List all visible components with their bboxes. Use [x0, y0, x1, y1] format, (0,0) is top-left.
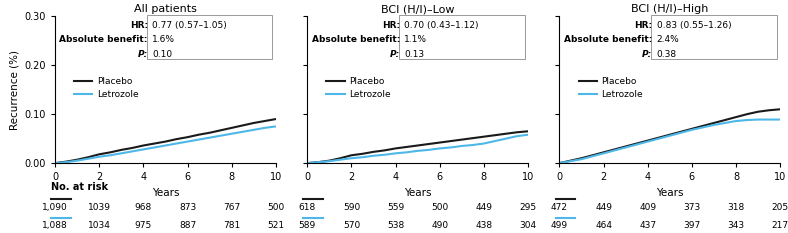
Text: 538: 538 — [387, 221, 404, 230]
Text: 0.10: 0.10 — [152, 50, 173, 59]
Text: 1.6%: 1.6% — [152, 35, 175, 45]
Text: HR:: HR: — [634, 21, 652, 30]
Text: 618: 618 — [299, 203, 316, 212]
Text: Absolute benefit:: Absolute benefit: — [311, 35, 400, 45]
Text: 0.77 (0.57–1.05): 0.77 (0.57–1.05) — [152, 21, 227, 30]
Bar — [651, 15, 777, 59]
Legend: Placebo, Letrozole: Placebo, Letrozole — [323, 73, 394, 103]
Text: 304: 304 — [519, 221, 537, 230]
Text: 343: 343 — [727, 221, 745, 230]
Text: Absolute benefit:: Absolute benefit: — [563, 35, 652, 45]
Text: 464: 464 — [595, 221, 612, 230]
Text: 2.4%: 2.4% — [656, 35, 679, 45]
Text: P:: P: — [642, 50, 652, 59]
Text: 0.13: 0.13 — [404, 50, 425, 59]
Text: 500: 500 — [267, 203, 284, 212]
Text: P:: P: — [138, 50, 148, 59]
Text: 205: 205 — [771, 203, 788, 212]
Legend: Placebo, Letrozole: Placebo, Letrozole — [575, 73, 646, 103]
Text: 295: 295 — [519, 203, 537, 212]
X-axis label: Years: Years — [656, 188, 683, 198]
Text: 499: 499 — [551, 221, 568, 230]
Text: 0.70 (0.43–1.12): 0.70 (0.43–1.12) — [404, 21, 479, 30]
Text: No. at risk: No. at risk — [51, 182, 108, 192]
Text: 373: 373 — [683, 203, 701, 212]
Text: 397: 397 — [683, 221, 701, 230]
Text: 449: 449 — [595, 203, 612, 212]
Text: 438: 438 — [475, 221, 492, 230]
Text: 437: 437 — [639, 221, 656, 230]
Text: 1.1%: 1.1% — [404, 35, 427, 45]
Text: Absolute benefit:: Absolute benefit: — [59, 35, 148, 45]
Y-axis label: Recurrence (%): Recurrence (%) — [9, 50, 19, 130]
Text: 570: 570 — [343, 221, 360, 230]
Text: 873: 873 — [179, 203, 196, 212]
X-axis label: Years: Years — [152, 188, 179, 198]
Text: 767: 767 — [223, 203, 240, 212]
Text: 1039: 1039 — [87, 203, 111, 212]
Text: 590: 590 — [343, 203, 360, 212]
Text: 500: 500 — [431, 203, 448, 212]
Text: 559: 559 — [387, 203, 404, 212]
Text: 0.83 (0.55–1.26): 0.83 (0.55–1.26) — [656, 21, 731, 30]
Text: 0.38: 0.38 — [656, 50, 677, 59]
Text: 781: 781 — [223, 221, 240, 230]
Text: 1,088: 1,088 — [43, 221, 68, 230]
Text: 589: 589 — [299, 221, 316, 230]
Text: HR:: HR: — [130, 21, 148, 30]
Text: 217: 217 — [771, 221, 788, 230]
Bar — [147, 15, 273, 59]
Text: 409: 409 — [639, 203, 656, 212]
Text: P:: P: — [390, 50, 400, 59]
Text: 887: 887 — [179, 221, 196, 230]
Legend: Placebo, Letrozole: Placebo, Letrozole — [71, 73, 142, 103]
Text: HR:: HR: — [382, 21, 400, 30]
Text: 318: 318 — [727, 203, 745, 212]
Text: 968: 968 — [135, 203, 152, 212]
Text: 1034: 1034 — [87, 221, 111, 230]
Title: BCI (H/I)–Low: BCI (H/I)–Low — [381, 4, 455, 14]
Text: 1,090: 1,090 — [43, 203, 68, 212]
X-axis label: Years: Years — [404, 188, 431, 198]
Text: 521: 521 — [267, 221, 284, 230]
Text: 975: 975 — [135, 221, 152, 230]
Title: BCI (H/I)–High: BCI (H/I)–High — [631, 4, 708, 14]
Text: 449: 449 — [475, 203, 492, 212]
Title: All patients: All patients — [134, 4, 197, 14]
Text: 472: 472 — [551, 203, 568, 212]
Text: 490: 490 — [431, 221, 448, 230]
Bar — [399, 15, 525, 59]
